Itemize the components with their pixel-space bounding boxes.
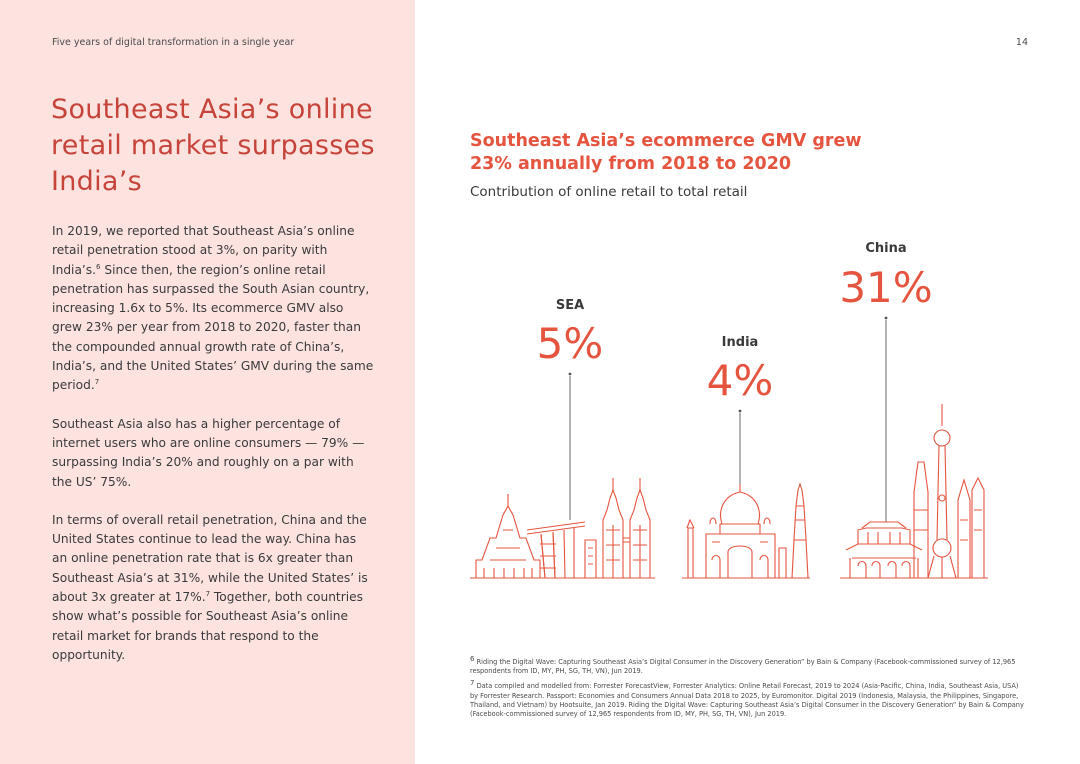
left-panel: [0, 0, 415, 764]
body-text: In 2019, we reported that Southeast Asia…: [52, 222, 374, 684]
china-skyline-illustration: [840, 404, 988, 579]
value-label-india: 4%: [707, 356, 774, 405]
stem-dot-china: [884, 316, 888, 320]
sea-skyline-illustration: [470, 478, 655, 579]
paragraph-2: Southeast Asia also has a higher percent…: [52, 416, 365, 489]
category-label-sea: SEA: [556, 298, 584, 313]
category-label-india: India: [722, 335, 759, 350]
category-label-china: China: [865, 241, 906, 256]
chart-subtitle: Contribution of online retail to total r…: [470, 184, 748, 200]
paragraph-1: In 2019, we reported that Southeast Asia…: [52, 224, 374, 393]
footnote-7: 7 Data compiled and modelled from: Forre…: [470, 679, 1024, 719]
footnotes: 6 Riding the Digital Wave: Capturing Sou…: [470, 654, 1025, 725]
chart-title: Southeast Asia’s ecommerce GMV grew 23% …: [470, 131, 862, 174]
value-label-china: 31%: [839, 263, 932, 312]
stem-dot-sea: [568, 372, 572, 376]
stem-dot-india: [738, 409, 742, 413]
india-skyline-illustration: [682, 482, 810, 579]
footnote-6: 6 Riding the Digital Wave: Capturing Sou…: [470, 654, 1016, 676]
paragraph-3: In terms of overall retail penetration, …: [52, 512, 368, 662]
running-header: Five years of digital transformation in …: [52, 37, 295, 48]
value-label-sea: 5%: [537, 319, 604, 368]
page-title: Southeast Asia’s online retail market su…: [51, 94, 375, 197]
page-number: 14: [1015, 37, 1028, 48]
